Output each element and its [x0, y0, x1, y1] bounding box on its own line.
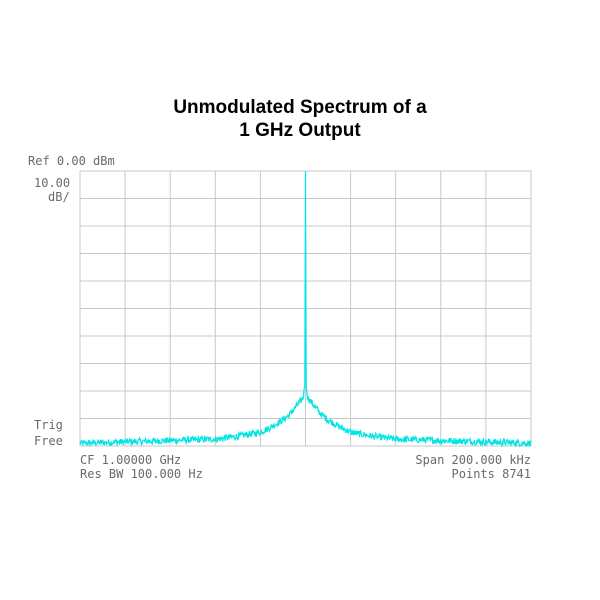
reference-level-label: Ref 0.00 dBm	[28, 154, 115, 168]
points-label: Points 8741	[451, 467, 531, 481]
chart-title-line-2: 1 GHz Output	[239, 120, 361, 141]
chart-title-line-1: Unmodulated Spectrum of a	[173, 97, 427, 118]
spectrum-trace	[79, 170, 532, 448]
center-frequency-label: CF 1.00000 GHz	[80, 453, 182, 467]
trigger-value: Free	[34, 434, 63, 448]
plot-grid	[79, 170, 532, 447]
chart-title: Unmodulated Spectrum of a 1 GHz Output	[0, 96, 600, 142]
resolution-bandwidth-label: Res BW 100.000 Hz	[80, 467, 203, 481]
scale-value-label: 10.00	[34, 176, 71, 190]
trigger-label: Trig	[34, 418, 63, 432]
span-label: Span 200.000 kHz	[415, 453, 531, 467]
scale-unit-label: dB/	[48, 190, 70, 204]
